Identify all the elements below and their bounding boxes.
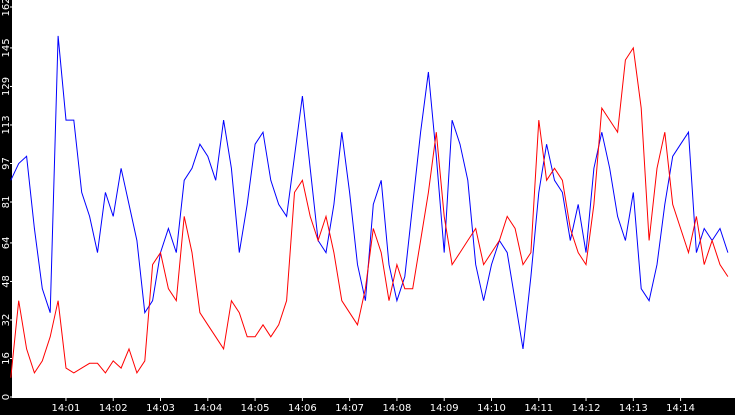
y-tick-label: 145 [1,38,12,57]
y-tick-label: 81 [1,196,12,209]
x-tick-label: 14:05 [241,403,270,414]
x-tick-label: 14:09 [430,403,459,414]
y-axis-strip [0,0,12,415]
x-tick-label: 14:07 [335,403,364,414]
x-tick-label: 14:03 [146,403,175,414]
y-tick-label: 16 [1,352,12,365]
y-tick-label: 129 [1,77,12,96]
x-tick-label: 14:02 [99,403,128,414]
series-line [10,35,729,349]
x-tick-label: 14:13 [619,403,648,414]
x-tick-label: 14:06 [288,403,317,414]
x-tick-label: 14:14 [666,403,695,414]
y-tick-label: 113 [1,115,12,134]
y-tick-label: 0 [1,394,12,400]
x-tick-label: 14:11 [524,403,553,414]
x-tick-label: 14:08 [383,403,412,414]
x-tick-label: 14:10 [477,403,506,414]
y-tick-label: 97 [1,157,12,170]
y-tick-label: 32 [1,314,12,327]
y-tick-label: 162 [1,0,12,17]
y-tick-label: 64 [1,237,12,250]
y-tick-label: 48 [1,275,12,288]
x-axis-strip [0,398,735,415]
x-tick-label: 14:12 [572,403,601,414]
series-line [10,46,729,378]
x-tick-label: 14:01 [52,403,81,414]
x-tick-label: 14:04 [193,403,222,414]
